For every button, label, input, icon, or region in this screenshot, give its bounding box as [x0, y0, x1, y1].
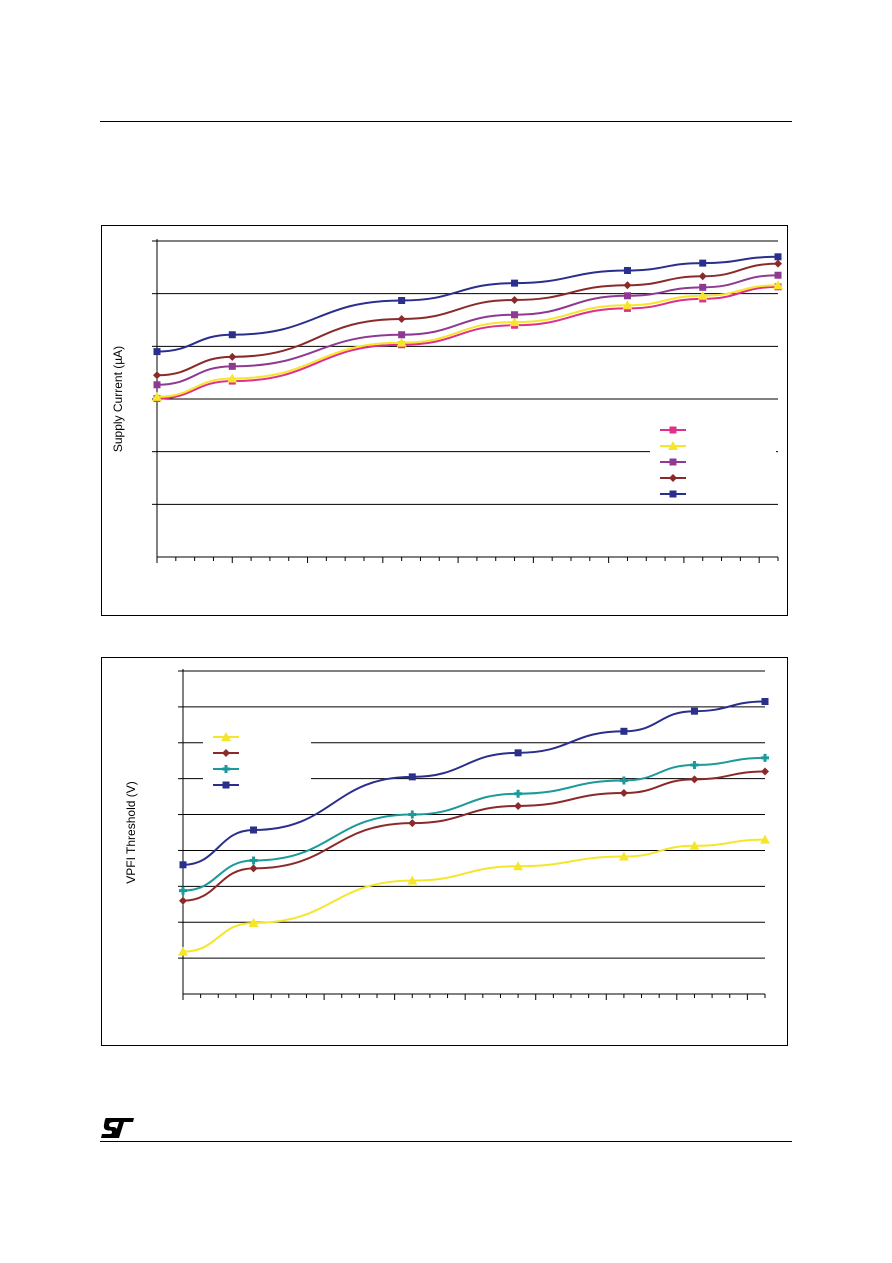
vpfi-threshold-series-2-point [690, 775, 699, 784]
supply-current-series-4-point [698, 272, 707, 281]
vpfi-threshold-legend-marker-3 [222, 765, 230, 773]
vpfi-threshold-series-1-point [407, 875, 418, 885]
supply-current-series-5-point [228, 331, 236, 339]
supply-current-legend-marker-5 [669, 490, 677, 498]
vpfi-threshold-legend-marker-4 [222, 781, 230, 789]
vpfi-threshold-series-2-point [514, 801, 523, 810]
supply-current-series-2-point [697, 290, 708, 300]
supply-current-series-5-point [153, 348, 161, 356]
vpfi-threshold-legend-box [203, 728, 311, 794]
vpfi-threshold-legend-marker-2 [222, 749, 230, 757]
footer-rule [100, 1141, 792, 1142]
supply-current-series-3-point [774, 271, 782, 279]
vpfi-threshold-series-4-point [250, 826, 258, 834]
vpfi-threshold-series-1-point [689, 840, 700, 850]
supply-current-series-5-point [699, 259, 707, 267]
supply-current-series-2-line [156, 284, 779, 398]
supply-current-series-2-point [622, 300, 633, 310]
vpfi-threshold-legend-marker-1 [221, 732, 231, 741]
supply-current-series-2-point [152, 391, 162, 401]
vpfi-threshold-series-3-point [514, 789, 523, 798]
supply-current-series-4-point [510, 295, 519, 304]
vpfi-threshold-series-4-point [620, 727, 628, 735]
supply-current-series-2-point [396, 337, 407, 347]
supply-current-series-3-line [156, 274, 779, 386]
supply-current-series-3-point [623, 292, 631, 300]
supply-current-series-5-point [623, 266, 631, 274]
supply-current-legend-marker-4 [669, 474, 677, 482]
supply-current-series-3-point [228, 362, 236, 370]
st-logo-icon [101, 1118, 134, 1138]
vpfi-threshold-series-4-point [179, 861, 187, 869]
supply-current-series-5-point [398, 297, 406, 305]
vpfi-threshold-series-2-point [761, 767, 769, 776]
vpfi-threshold-series-3-point [761, 753, 769, 762]
supply-current-chart-svg: Supply Current (µA) [111, 239, 783, 563]
supply-current-series-4-line [156, 262, 779, 377]
supply-current-series-2-point [227, 373, 238, 383]
vpfi-threshold-series-1-line [182, 838, 766, 953]
supply-current-series-5-point [511, 279, 519, 287]
vpfi-threshold-series-3-point [619, 776, 628, 785]
supply-current-series-3-point [398, 331, 406, 339]
supply-current-series-5-point [774, 253, 782, 261]
header-rule [100, 121, 792, 122]
vpfi-threshold-series-1-point [513, 861, 524, 871]
supply-current-series-3-point [511, 311, 519, 319]
vpfi-threshold-series-4-point [408, 773, 416, 781]
supply-current-series-4-point [623, 281, 632, 290]
vpfi-threshold-series-2-point [179, 896, 187, 905]
vpfi-threshold-chart: VPFI Threshold (V) [101, 657, 788, 1046]
vpfi-threshold-series-3-point [179, 886, 187, 895]
vpfi-threshold-series-2-point [249, 864, 258, 873]
supply-current-series-3-point [699, 283, 707, 291]
vpfi-threshold-series-3-point [249, 856, 258, 865]
vpfi-threshold-series-1-point [618, 851, 629, 861]
supply-current-legend-marker-1 [669, 426, 677, 434]
supply-current-y-axis-label: Supply Current (µA) [111, 346, 125, 452]
vpfi-threshold-series-4-point [514, 749, 522, 757]
supply-current-series-3-point [153, 381, 161, 389]
supply-current-series-2-point [509, 317, 520, 327]
supply-current-legend-marker-2 [668, 441, 678, 450]
vpfi-threshold-series-1-point [178, 946, 188, 956]
supply-current-series-4-point [228, 352, 237, 361]
supply-current-series-4-point [397, 314, 406, 323]
vpfi-threshold-series-3-point [408, 810, 417, 819]
supply-current-series-5-line [156, 255, 779, 353]
supply-current-series-4-point [774, 259, 782, 268]
vpfi-threshold-chart-svg: VPFI Threshold (V) [124, 669, 770, 1000]
supply-current-series-4-point [153, 371, 161, 380]
vpfi-threshold-y-axis-label: VPFI Threshold (V) [124, 781, 138, 883]
vpfi-threshold-series-1-point [248, 917, 259, 927]
vpfi-threshold-series-4-point [690, 707, 698, 715]
supply-current-series-2-point [773, 280, 783, 290]
supply-current-legend-marker-3 [669, 458, 677, 466]
vpfi-threshold-series-2-point [408, 819, 417, 828]
vpfi-threshold-series-4-point [761, 698, 769, 706]
st-logo [100, 1116, 136, 1145]
vpfi-threshold-series-1-point [760, 834, 770, 844]
supply-current-chart: Supply Current (µA) [101, 225, 788, 616]
supply-current-series-1-line [156, 285, 779, 400]
vpfi-threshold-series-2-point [619, 789, 628, 798]
vpfi-threshold-series-3-point [690, 761, 699, 770]
